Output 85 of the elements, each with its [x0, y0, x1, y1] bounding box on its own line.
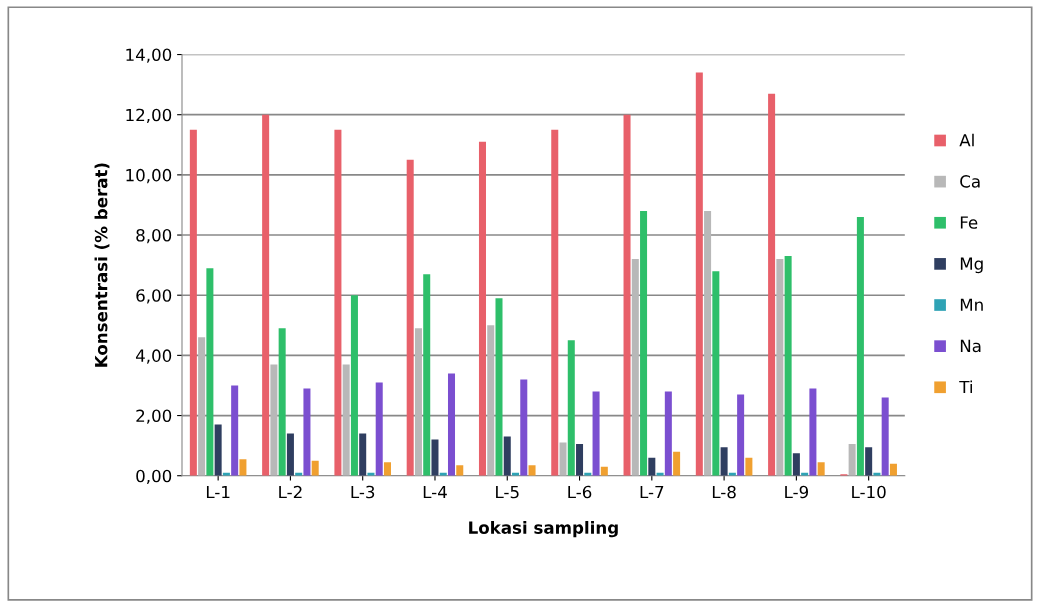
bar: [503, 436, 511, 476]
bar: [623, 114, 631, 476]
legend-label: Ca: [960, 175, 980, 188]
bar: [784, 256, 792, 476]
bar: [673, 451, 681, 476]
bar: [776, 259, 784, 476]
bar: [414, 328, 422, 476]
legend-label: Mg: [960, 257, 983, 274]
bar: [695, 72, 703, 476]
bar: [881, 397, 889, 476]
bar: [856, 216, 864, 476]
bar: [559, 442, 567, 476]
y-tick-label: 12,00: [126, 108, 172, 123]
bar: [865, 447, 873, 476]
bar: [270, 364, 278, 476]
x-tick-label: L-4: [423, 485, 447, 499]
bar: [889, 463, 897, 476]
bar: [431, 439, 439, 476]
bar: [198, 337, 206, 476]
legend-label: Mn: [960, 298, 983, 311]
legend-label: Na: [960, 339, 981, 353]
y-tick-label: 4,00: [135, 349, 172, 364]
y-tick-label: 0,00: [136, 469, 172, 484]
bar: [592, 391, 600, 476]
bar: [495, 298, 503, 476]
bar: [848, 444, 856, 476]
bar: [231, 385, 239, 476]
bar: [447, 373, 456, 476]
bar: [311, 460, 319, 476]
bar: [720, 447, 728, 476]
bar: [359, 433, 367, 476]
x-tick-label: L-3: [351, 485, 375, 499]
bar: [520, 379, 528, 476]
y-tick-label: 8,00: [136, 229, 172, 244]
y-tick-label: 10,00: [126, 168, 172, 184]
bar: [456, 465, 464, 476]
bar: [712, 271, 720, 476]
bar: [375, 382, 383, 476]
bar: [664, 391, 672, 476]
bar: [576, 444, 584, 476]
bar: [334, 129, 342, 476]
bar: [487, 325, 495, 476]
legend-label: Fe: [960, 216, 978, 229]
x-tick-label: L-5: [496, 485, 519, 499]
x-tick-label: L-6: [568, 485, 592, 499]
x-tick-label: L-10: [852, 485, 886, 499]
bar: [262, 114, 270, 476]
legend-label: Al: [959, 133, 974, 147]
legend-label: Ti: [959, 380, 972, 394]
y-tick-label: 2,00: [136, 409, 172, 424]
bar: [648, 457, 656, 476]
bar: [809, 388, 817, 476]
bar: [551, 129, 559, 476]
bar: [342, 364, 350, 476]
bar: [206, 268, 214, 476]
bar: [239, 459, 247, 476]
bar: [567, 340, 575, 476]
bar: [286, 433, 294, 476]
bar: [278, 328, 286, 476]
bar: [214, 424, 222, 476]
y-tick-label: 6,00: [136, 289, 172, 304]
bar: [383, 462, 391, 476]
bar: [640, 210, 648, 476]
bar: [704, 210, 712, 476]
bar: [737, 394, 745, 476]
bar: [768, 93, 776, 476]
bar: [792, 453, 800, 476]
bar: [817, 462, 825, 476]
x-tick-label: L-1: [206, 485, 230, 499]
bar: [350, 295, 358, 476]
bar: [303, 388, 311, 476]
bar: [528, 465, 536, 476]
y-axis-title: Konsentrasi (% berat): [94, 163, 110, 367]
x-tick-label: L-9: [785, 485, 809, 499]
x-tick-label: L-2: [279, 485, 302, 499]
bar: [189, 129, 197, 476]
y-tick-label: 14,00: [126, 48, 172, 63]
x-tick-label: L-7: [640, 485, 664, 499]
x-tick-label: L-8: [712, 485, 736, 499]
x-axis-title: Lokasi sampling: [469, 521, 618, 538]
bar: [745, 457, 753, 476]
bar: [423, 274, 431, 476]
bar: [478, 141, 486, 476]
bar: [631, 259, 639, 476]
bar: [406, 159, 414, 476]
